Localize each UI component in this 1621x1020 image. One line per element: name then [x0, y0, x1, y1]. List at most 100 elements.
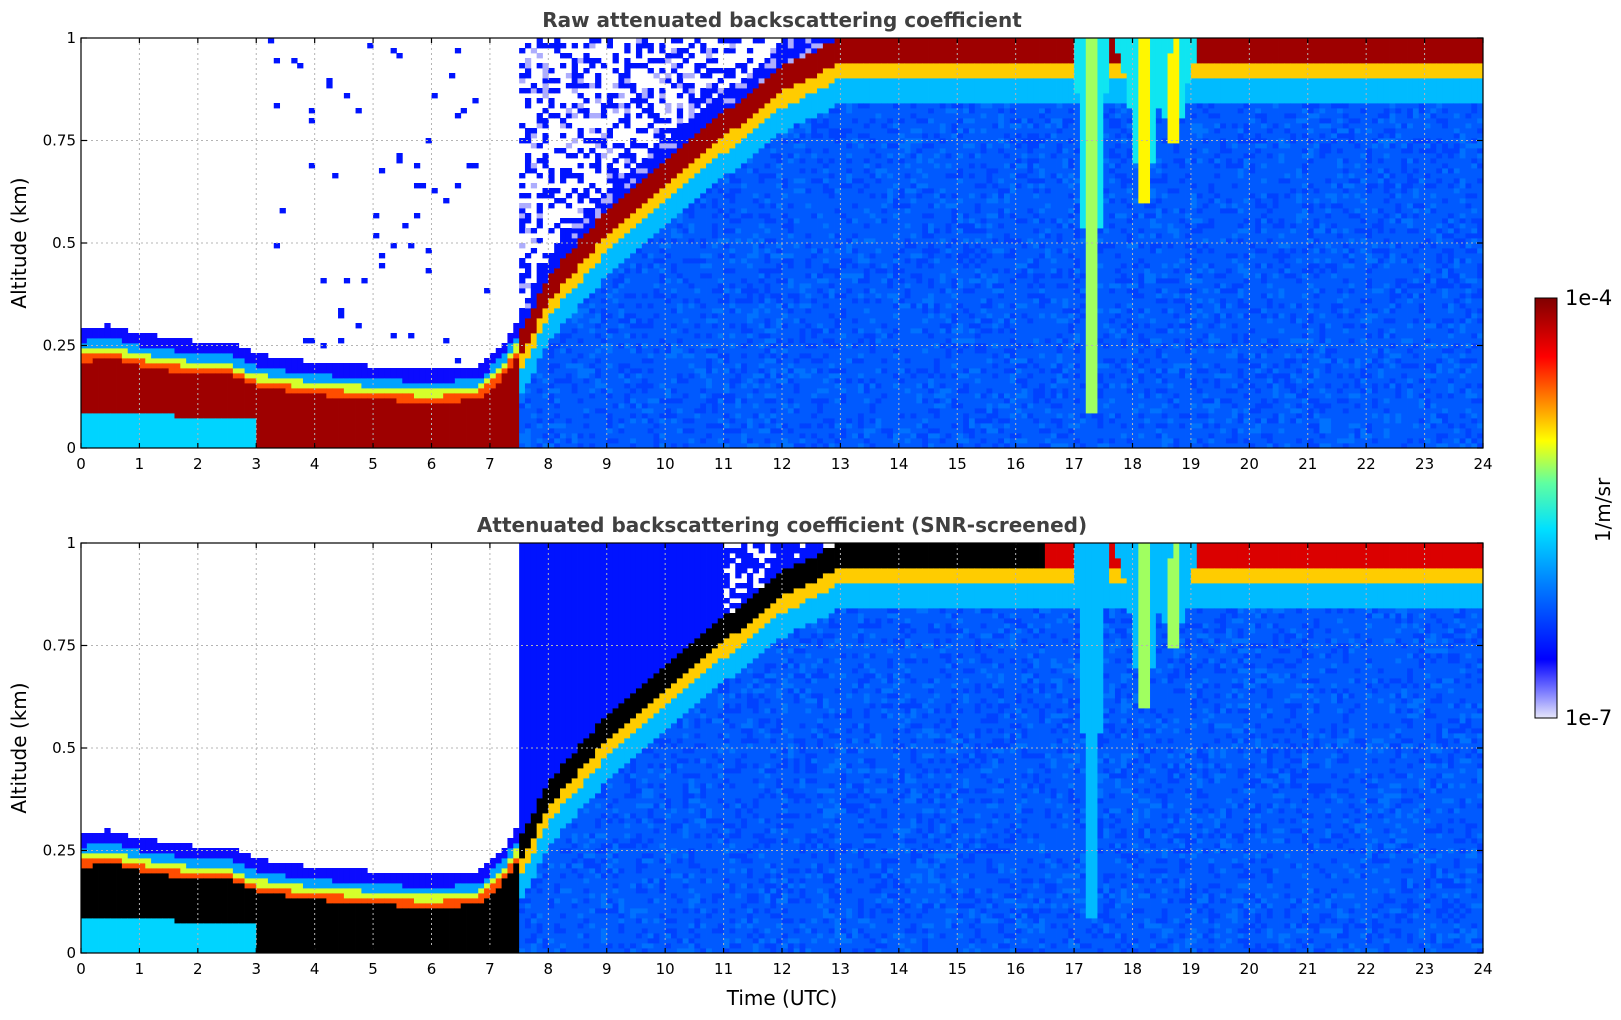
heatmap-cell — [717, 38, 724, 44]
heatmap-cell — [1033, 123, 1040, 129]
heatmap-cell — [1173, 293, 1180, 299]
heatmap-cell — [227, 368, 234, 374]
heatmap-cell — [1185, 293, 1192, 299]
heatmap-cell — [1132, 348, 1139, 354]
heatmap-cell — [653, 423, 660, 429]
heatmap-cell — [776, 68, 783, 94]
heatmap-cell — [746, 303, 754, 314]
heatmap-cell — [822, 303, 830, 309]
heatmap-cell — [787, 163, 795, 204]
heatmap-cell — [1138, 298, 1145, 309]
heatmap-cell — [776, 433, 783, 449]
heatmap-cell — [945, 253, 952, 259]
heatmap-cell — [495, 358, 502, 369]
heatmap-cell — [1050, 378, 1057, 384]
heatmap-cell — [875, 293, 882, 299]
heatmap-cell — [758, 418, 765, 424]
heatmap-cell — [583, 273, 590, 299]
heatmap-cell — [127, 358, 134, 364]
heatmap-cell — [904, 153, 911, 164]
heatmap-cell — [968, 283, 976, 289]
heatmap-cell — [933, 398, 941, 404]
heatmap-cell — [595, 413, 602, 449]
heatmap-cell — [560, 323, 567, 334]
heatmap-cell — [408, 243, 415, 249]
heatmap-cell — [1266, 408, 1274, 419]
heatmap-cell — [600, 63, 608, 69]
heatmap-cell — [659, 273, 666, 284]
heatmap-cell — [1261, 213, 1268, 219]
heatmap-cell — [343, 93, 351, 99]
heatmap-cell — [828, 333, 835, 339]
heatmap-cell — [793, 103, 800, 124]
heatmap-cell — [968, 158, 976, 164]
heatmap-cell — [186, 338, 193, 354]
heatmap-cell — [822, 228, 830, 249]
heatmap-cell — [869, 353, 876, 379]
heatmap-cell — [577, 193, 584, 204]
heatmap-cell — [799, 358, 806, 369]
heatmap-cell — [536, 63, 543, 69]
heatmap-cell — [1167, 333, 1174, 369]
heatmap-cell — [904, 103, 911, 139]
heatmap-cell — [822, 193, 830, 224]
heatmap-cell — [554, 78, 561, 84]
heatmap-cell — [898, 163, 906, 189]
heatmap-cell — [945, 393, 952, 399]
heatmap-cell — [887, 428, 894, 439]
heatmap-cell — [963, 213, 970, 219]
heatmap-cell — [787, 288, 795, 294]
heatmap-cell — [630, 213, 637, 229]
heatmap-cell — [519, 328, 526, 354]
heatmap-cell — [735, 368, 742, 374]
heatmap-cell — [519, 48, 526, 54]
heatmap-cell — [992, 293, 999, 324]
heatmap-cell — [1208, 198, 1215, 204]
heatmap-cell — [624, 293, 631, 299]
heatmap-cell — [892, 128, 900, 134]
heatmap-cell — [711, 48, 719, 54]
heatmap-cell — [875, 118, 882, 154]
heatmap-cell — [922, 173, 929, 179]
heatmap-cell — [1138, 383, 1145, 394]
heatmap-cell — [881, 263, 888, 269]
heatmap-cell — [770, 333, 777, 339]
heatmap-cell — [752, 288, 760, 294]
heatmap-cell — [612, 228, 619, 244]
heatmap-cell — [635, 308, 643, 319]
heatmap-cell — [1196, 338, 1203, 344]
heatmap-cell — [647, 253, 654, 259]
heatmap-cell — [343, 383, 351, 394]
heatmap-cell — [647, 238, 654, 244]
heatmap-cell — [635, 168, 643, 174]
heatmap-cell — [980, 78, 987, 104]
heatmap-cell — [647, 243, 654, 254]
heatmap-cell — [746, 243, 754, 254]
heatmap-cell — [1249, 333, 1256, 354]
heatmap-cell — [530, 378, 538, 384]
heatmap-cell — [1056, 433, 1063, 439]
heatmap-cell — [980, 333, 987, 344]
heatmap-cell — [221, 353, 228, 364]
heatmap-cell — [910, 253, 917, 259]
heatmap-cell — [992, 123, 999, 129]
heatmap-cell — [1237, 243, 1244, 264]
heatmap-cell — [238, 378, 245, 419]
heatmap-cell — [928, 318, 935, 334]
heatmap-cell — [168, 358, 175, 364]
heatmap-cell — [92, 358, 99, 414]
heatmap-cell — [1214, 283, 1221, 289]
heatmap-cell — [583, 258, 590, 274]
heatmap-cell — [758, 383, 765, 414]
heatmap-cell — [1120, 78, 1128, 104]
heatmap-cell — [1179, 183, 1186, 209]
heatmap-cell — [624, 278, 631, 284]
heatmap-cell — [349, 398, 356, 449]
heatmap-cell — [676, 48, 684, 59]
heatmap-cell — [933, 313, 941, 344]
heatmap-cell — [536, 113, 543, 124]
heatmap-cell — [180, 373, 187, 419]
heatmap-cell — [998, 198, 1005, 209]
heatmap-cell — [1243, 228, 1250, 234]
heatmap-cell — [449, 383, 456, 389]
